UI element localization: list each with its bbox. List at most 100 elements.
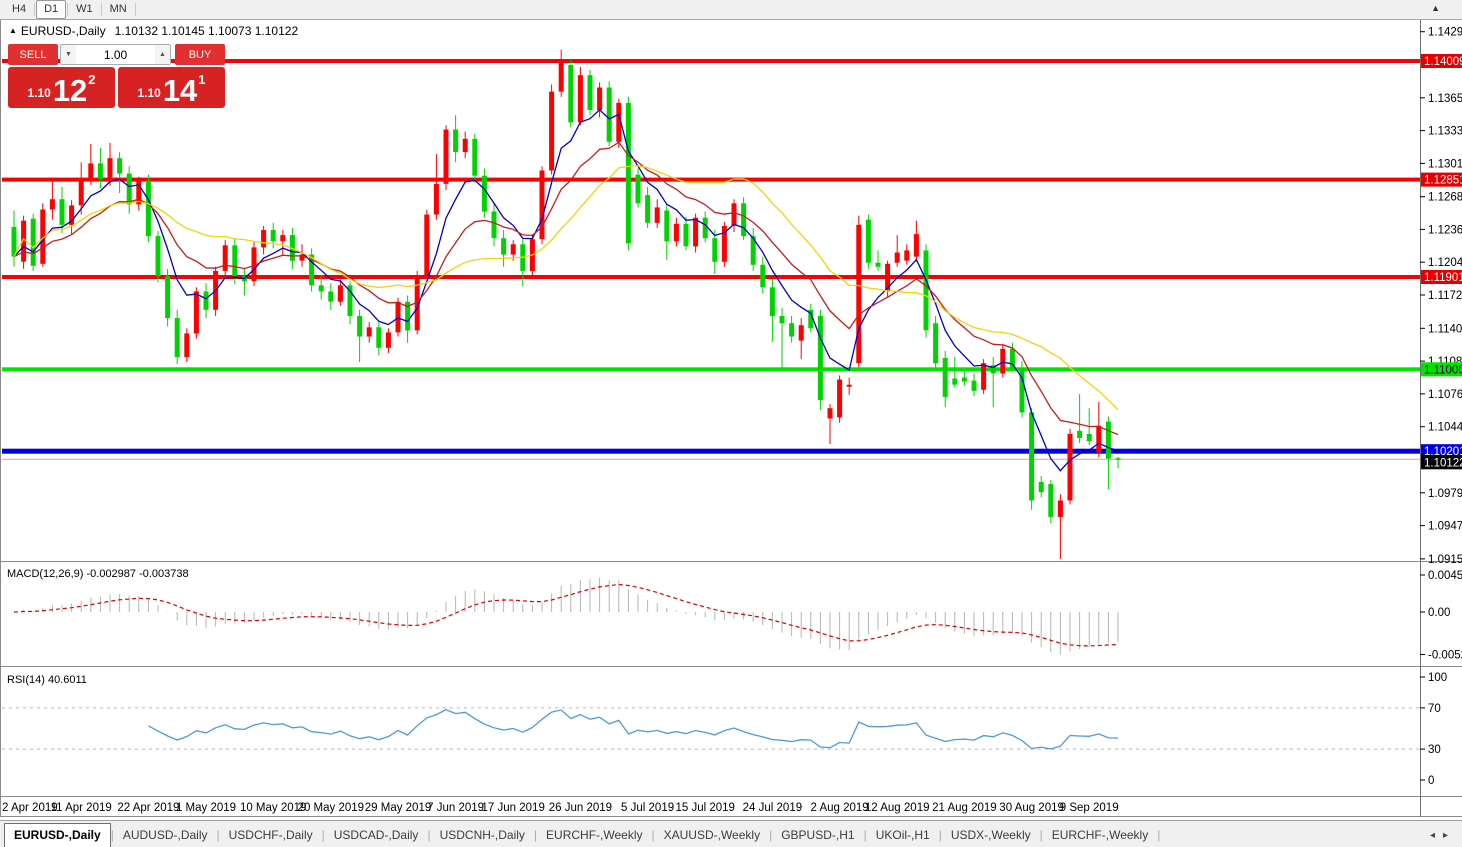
svg-text:1.11400: 1.11400	[1428, 323, 1462, 335]
buy-price-small: 1.10	[137, 86, 161, 100]
tab-separator: |	[321, 828, 325, 842]
level-line-1.14009[interactable]	[2, 59, 1420, 63]
svg-text:1.10760: 1.10760	[1428, 389, 1462, 401]
svg-text:1.09795: 1.09795	[1428, 488, 1462, 500]
svg-text:11 Apr 2019: 11 Apr 2019	[51, 802, 112, 814]
symbol-tab-7[interactable]: GBPUSD-,H1	[781, 828, 855, 842]
level-line-1.12851[interactable]	[2, 177, 1420, 182]
svg-text:7 Jun 2019: 7 Jun 2019	[427, 802, 484, 814]
toolbar-separator	[134, 3, 136, 16]
timeframe-button-h4[interactable]: H4	[12, 3, 27, 15]
svg-text:30 Aug 2019: 30 Aug 2019	[999, 802, 1064, 814]
buy-button[interactable]: BUY	[175, 44, 225, 65]
sell-button[interactable]: SELL	[8, 44, 58, 65]
symbol-tab-8[interactable]: UKOil-,H1	[875, 828, 930, 842]
tab-separator: |	[863, 828, 867, 842]
svg-text:1 May 2019: 1 May 2019	[176, 802, 236, 814]
svg-text:1.12045: 1.12045	[1428, 257, 1462, 269]
tab-separator: |	[938, 828, 942, 842]
tab-separator: |	[1039, 828, 1043, 842]
svg-text:1.13330: 1.13330	[1428, 126, 1462, 138]
macd-panel[interactable]	[13, 577, 1119, 655]
symbol-tab-5[interactable]: EURCHF-,Weekly	[546, 828, 643, 842]
svg-text:30: 30	[1428, 744, 1441, 756]
volume-increase-icon[interactable]: ▲	[155, 45, 170, 64]
svg-text:0: 0	[1428, 775, 1434, 787]
price-tag-1.10201	[1421, 444, 1462, 459]
svg-text:22 Apr 2019: 22 Apr 2019	[117, 802, 179, 814]
tab-separator: |	[1157, 828, 1161, 842]
symbol-tab-9[interactable]: USDX-,Weekly	[950, 828, 1031, 842]
symbol-tab-0[interactable]: EURUSD-,Daily	[4, 823, 111, 847]
symbol-tab-4[interactable]: USDCNH-,Daily	[439, 828, 525, 842]
svg-text:9 Sep 2019: 9 Sep 2019	[1060, 802, 1119, 814]
tab-separator: |	[651, 828, 655, 842]
ma-sma22-line	[13, 165, 1119, 411]
sell-price-big: 12	[52, 72, 88, 108]
tab-scroll-nav: ◂ ▸	[1426, 830, 1452, 847]
toolbar-separator	[67, 3, 69, 16]
svg-text:29 May 2019: 29 May 2019	[365, 802, 432, 814]
timeframe-button-d1[interactable]: D1	[36, 0, 67, 19]
svg-text:10 May 2019: 10 May 2019	[240, 802, 307, 814]
toolbar-caret-icon[interactable]: ▲	[1431, 3, 1440, 13]
chart-background	[0, 19, 1462, 820]
svg-text:2 Aug 2019: 2 Aug 2019	[810, 802, 868, 814]
rsi-label: RSI(14) 40.6011	[7, 674, 87, 686]
price-axis[interactable]: 1.14295 1.13650 1.13330 1.13010 1.12685 1.123…	[1420, 27, 1462, 566]
tab-separator: |	[110, 828, 114, 842]
level-line-1.10201[interactable]	[2, 448, 1420, 454]
tab-scroll-right-icon[interactable]: ▸	[1442, 830, 1448, 841]
level-line-1.11901[interactable]	[2, 275, 1420, 279]
tab-scroll-left-icon[interactable]: ◂	[1429, 830, 1435, 841]
tab-separator: |	[769, 828, 773, 842]
buy-price-panel[interactable]: 1.10 14 1	[118, 67, 225, 108]
price-tag-1.11000	[1421, 362, 1462, 377]
level-line-1.11[interactable]	[2, 367, 1420, 372]
buy-price-big: 14	[162, 72, 198, 108]
ma-ema6-line	[13, 108, 1119, 472]
rsi-panel[interactable]	[2, 707, 1420, 750]
timeframe-button-mn[interactable]: MN	[109, 3, 127, 15]
chart-title: ▲ EURUSD-,Daily 1.10132 1.10145 1.10073 1.…	[9, 24, 298, 38]
symbol-tab-6[interactable]: XAUUSD-,Weekly	[663, 828, 761, 842]
svg-text:1.12851: 1.12851	[1424, 175, 1462, 187]
toolbar-separator	[100, 3, 102, 16]
buy-price-sup: 1	[198, 72, 206, 87]
svg-text:1.10201: 1.10201	[1424, 446, 1462, 458]
svg-text:1.11725: 1.11725	[1428, 290, 1462, 302]
macd-label: MACD(12,26,9) -0.002987 -0.003738	[7, 568, 189, 580]
sell-price-panel[interactable]: 1.10 12 2	[8, 67, 115, 108]
collapse-triangle-icon[interactable]: ▲	[9, 26, 17, 35]
svg-text:1.09475: 1.09475	[1428, 521, 1462, 533]
svg-text:1.10122: 1.10122	[1424, 457, 1462, 469]
svg-text:70: 70	[1428, 703, 1441, 715]
svg-text:100: 100	[1428, 672, 1447, 684]
tab-separator: |	[427, 828, 431, 842]
svg-text:1.11901: 1.11901	[1424, 272, 1462, 284]
svg-text:5 Jul 2019: 5 Jul 2019	[621, 802, 674, 814]
svg-text:1.09150: 1.09150	[1428, 554, 1462, 566]
volume-input[interactable]	[76, 45, 155, 64]
volume-decrease-icon[interactable]: ▼	[61, 45, 76, 64]
svg-text:1.11000: 1.11000	[1424, 364, 1462, 376]
price-chart-svg[interactable]: 1.14295 1.13650 1.13330 1.13010 1.12685 1.123…	[0, 19, 1462, 820]
volume-spinner: ▼ ▲	[60, 44, 171, 65]
tab-separator: |	[216, 828, 220, 842]
svg-text:0.00: 0.00	[1428, 607, 1450, 619]
price-tag-1.14009	[1421, 54, 1462, 68]
tab-separator: |	[533, 828, 538, 842]
symbol-tab-10[interactable]: EURCHF-,Weekly	[1051, 828, 1149, 842]
symbol-tab-1[interactable]: AUDUSD-,Daily	[122, 828, 208, 842]
svg-text:1.12365: 1.12365	[1428, 224, 1462, 236]
rsi-line	[148, 708, 1119, 750]
horizontal-level-lines[interactable]	[2, 59, 1420, 460]
toolbar-separator	[34, 3, 36, 16]
timeframe-button-w1[interactable]: W1	[76, 3, 93, 15]
svg-text:1.13010: 1.13010	[1428, 158, 1462, 170]
symbol-tab-3[interactable]: USDCAD-,Daily	[333, 828, 419, 842]
macd-signal-line	[13, 583, 1119, 647]
symbol-tab-2[interactable]: USDCHF-,Daily	[228, 828, 313, 842]
svg-text:2 Apr 2019: 2 Apr 2019	[2, 802, 58, 814]
